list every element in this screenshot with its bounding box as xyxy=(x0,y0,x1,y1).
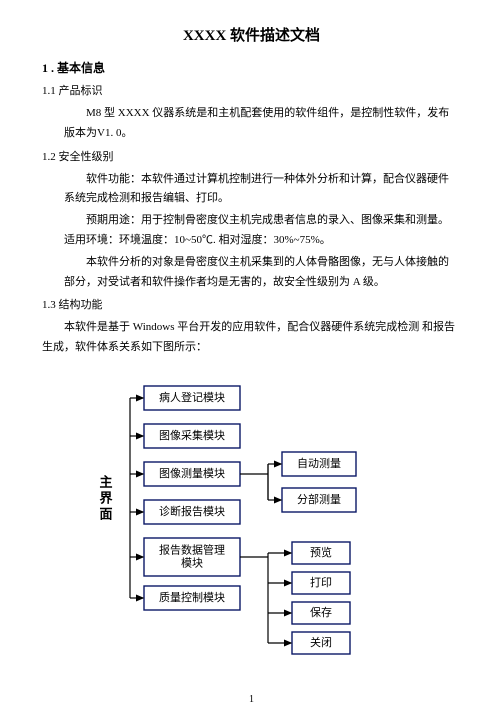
svg-text:关闭: 关闭 xyxy=(310,635,332,649)
svg-text:保存: 保存 xyxy=(310,605,332,619)
para-1-3a: 本软件是基于 Windows 平台开发的应用软件，配合仪器硬件系统完成检测 和报… xyxy=(42,318,461,358)
svg-text:主: 主 xyxy=(99,474,112,489)
para-1-1a: M8 型 XXXX 仪器系统是和主机配套使用的软件组件，是控制性软件，发布 版本… xyxy=(64,104,461,144)
svg-text:报告数据管理: 报告数据管理 xyxy=(159,542,225,556)
section-1-3: 1.3 结构功能 xyxy=(42,296,461,312)
structure-diagram: 病人登记模块图像采集模块图像测量模块诊断报告模块报告数据管理模块质量控制模块 主界… xyxy=(42,374,461,664)
svg-text:图像测量模块: 图像测量模块 xyxy=(159,467,225,480)
svg-text:模块: 模块 xyxy=(181,556,203,569)
section-1-2: 1.2 安全性级别 xyxy=(42,148,461,164)
doc-title: XXXX 软件描述文档 xyxy=(42,24,461,45)
svg-text:分部测量: 分部测量 xyxy=(297,492,341,506)
svg-text:预览: 预览 xyxy=(310,545,332,559)
para-1-2c: 本软件分析的对象是骨密度仪主机采集到的人体骨骼图像，无与人体接触的 部分，对受试… xyxy=(64,253,461,293)
svg-text:面: 面 xyxy=(99,506,112,521)
page-number: 1 xyxy=(0,694,503,705)
svg-text:打印: 打印 xyxy=(310,575,332,589)
svg-text:质量控制模块: 质量控制模块 xyxy=(159,590,225,604)
svg-text:图像采集模块: 图像采集模块 xyxy=(159,428,225,442)
svg-text:病人登记模块: 病人登记模块 xyxy=(159,390,225,404)
para-1-2a: 软件功能：本软件通过计算机控制进行一种体外分析和计算，配合仪器硬件 系统完成检测… xyxy=(64,170,461,210)
para-1-2b: 预期用途：用于控制骨密度仪主机完成患者信息的录入、图像采集和测量。 适用环境：环… xyxy=(64,211,461,251)
svg-text:自动测量: 自动测量 xyxy=(297,457,341,470)
svg-text:界: 界 xyxy=(99,490,112,505)
section-1-1: 1.1 产品标识 xyxy=(42,82,461,98)
section-1: 1 . 基本信息 xyxy=(42,59,461,76)
svg-text:诊断报告模块: 诊断报告模块 xyxy=(159,504,225,518)
